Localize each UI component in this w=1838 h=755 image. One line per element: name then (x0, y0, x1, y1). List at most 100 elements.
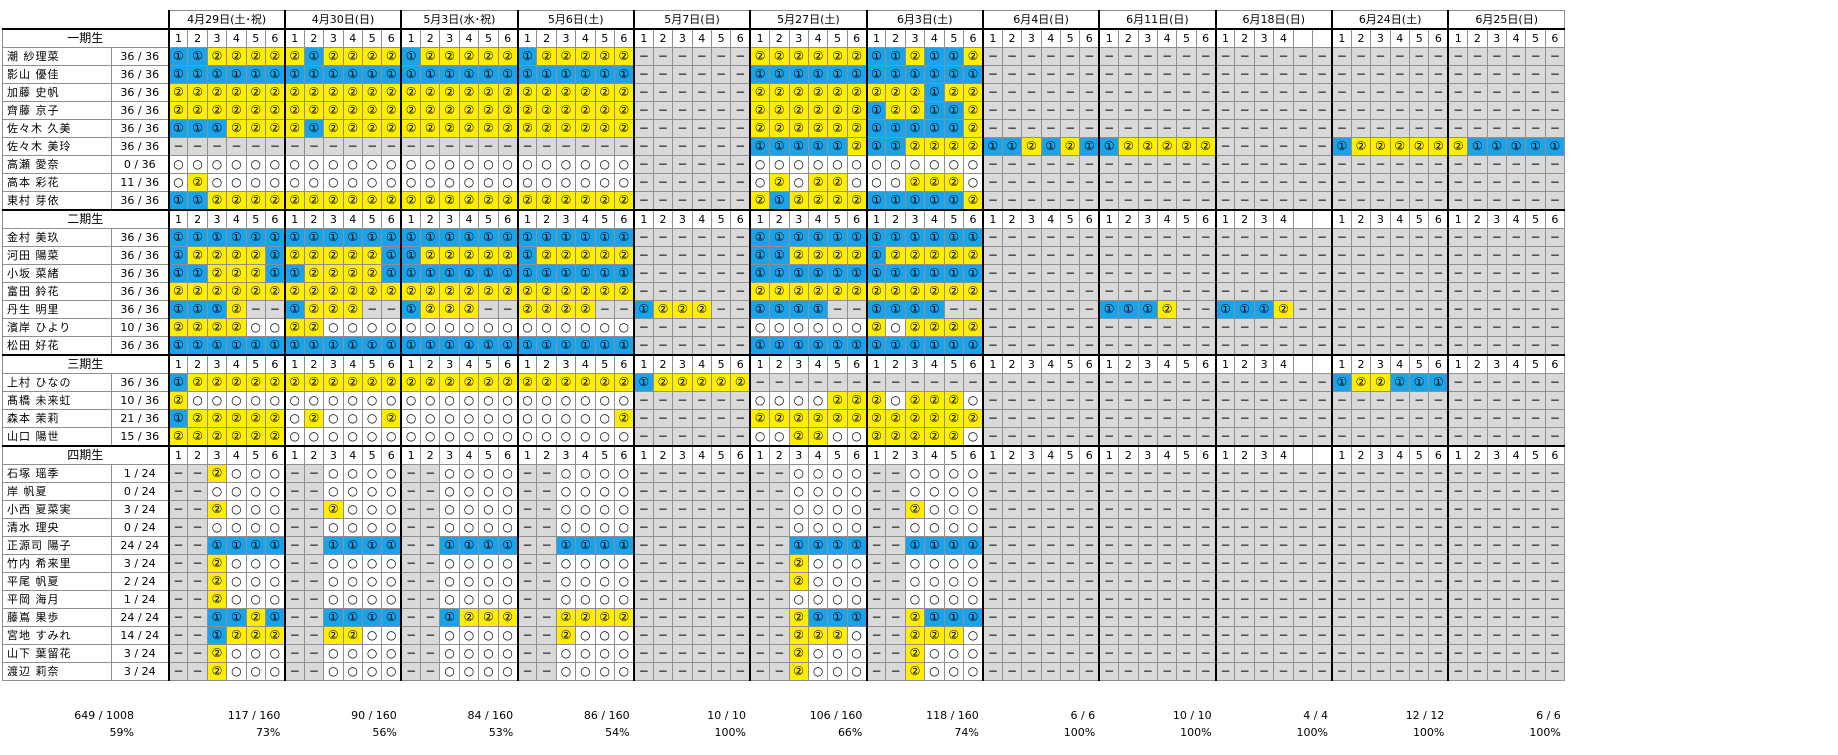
slot-cell[interactable]: − (1137, 155, 1158, 174)
slot-cell[interactable]: ② (420, 300, 441, 319)
slot-cell[interactable]: ② (788, 282, 809, 301)
slot-cell[interactable]: − (1176, 662, 1197, 681)
slot-cell[interactable]: ② (478, 119, 499, 138)
slot-cell[interactable]: ② (187, 373, 208, 392)
slot-cell[interactable]: − (1312, 191, 1333, 211)
slot-cell[interactable]: − (691, 464, 712, 483)
slot-cell[interactable]: ○ (439, 173, 460, 192)
slot-cell[interactable]: − (1176, 482, 1197, 501)
slot-cell[interactable]: − (1330, 427, 1352, 447)
slot-cell[interactable]: − (672, 644, 693, 663)
slot-cell[interactable]: − (1234, 137, 1255, 156)
slot-cell[interactable]: ② (575, 300, 596, 319)
slot-cell[interactable]: − (710, 101, 732, 120)
slot-cell[interactable]: − (1253, 662, 1275, 681)
slot-cell[interactable]: − (1370, 65, 1391, 84)
slot-cell[interactable]: − (1059, 626, 1081, 645)
slot-cell[interactable]: ② (303, 300, 325, 319)
slot-cell[interactable]: ② (788, 119, 809, 138)
slot-cell[interactable]: ○ (323, 518, 344, 537)
slot-cell[interactable]: − (730, 173, 751, 192)
slot-cell[interactable]: ② (458, 191, 480, 211)
slot-cell[interactable]: ② (167, 427, 189, 447)
slot-cell[interactable]: − (1040, 536, 1061, 555)
slot-cell[interactable]: − (710, 228, 732, 247)
slot-cell[interactable]: − (1408, 65, 1430, 84)
slot-cell[interactable]: ① (981, 137, 1003, 156)
slot-cell[interactable]: − (536, 644, 557, 663)
slot-cell[interactable]: − (1330, 83, 1352, 102)
slot-cell[interactable]: − (1098, 155, 1120, 174)
slot-cell[interactable]: − (1040, 191, 1061, 211)
slot-cell[interactable]: ① (1214, 300, 1236, 319)
slot-cell[interactable]: ○ (536, 427, 557, 447)
slot-cell[interactable]: ○ (226, 155, 247, 174)
slot-cell[interactable]: ② (846, 409, 868, 428)
slot-cell[interactable]: − (1408, 500, 1430, 519)
slot-cell[interactable]: − (420, 644, 441, 663)
slot-cell[interactable]: − (1544, 373, 1566, 392)
slot-cell[interactable]: ○ (361, 590, 383, 609)
slot-cell[interactable]: − (1059, 47, 1081, 66)
slot-cell[interactable]: − (1370, 427, 1391, 447)
slot-cell[interactable]: ○ (226, 590, 247, 609)
slot-cell[interactable]: ② (458, 47, 480, 66)
slot-cell[interactable]: ② (342, 101, 363, 120)
slot-cell[interactable]: − (1312, 409, 1333, 428)
slot-cell[interactable]: ② (245, 264, 266, 283)
slot-cell[interactable]: − (1486, 373, 1507, 392)
slot-cell[interactable]: − (1253, 590, 1275, 609)
slot-cell[interactable]: − (1098, 318, 1120, 337)
slot-cell[interactable]: − (187, 464, 208, 483)
slot-cell[interactable]: − (1467, 644, 1488, 663)
slot-cell[interactable]: ① (167, 300, 189, 319)
slot-cell[interactable]: − (1156, 464, 1178, 483)
slot-cell[interactable]: − (1312, 608, 1333, 627)
slot-cell[interactable]: − (1001, 318, 1023, 337)
slot-cell[interactable]: ① (167, 228, 189, 247)
slot-cell[interactable]: − (381, 300, 402, 319)
slot-cell[interactable]: ○ (555, 554, 577, 573)
slot-cell[interactable]: − (400, 572, 422, 591)
slot-cell[interactable]: ① (167, 191, 189, 211)
slot-cell[interactable]: − (1544, 554, 1566, 573)
slot-cell[interactable]: ② (1273, 300, 1294, 319)
slot-cell[interactable]: − (1408, 518, 1430, 537)
slot-cell[interactable]: − (1195, 300, 1217, 319)
slot-cell[interactable]: − (1350, 101, 1372, 120)
slot-cell[interactable]: − (1234, 500, 1255, 519)
slot-cell[interactable]: − (1059, 83, 1081, 102)
slot-cell[interactable]: ○ (400, 318, 422, 337)
slot-cell[interactable]: − (1505, 409, 1527, 428)
slot-cell[interactable]: − (1001, 246, 1023, 265)
slot-cell[interactable]: ○ (943, 554, 965, 573)
slot-cell[interactable]: − (1156, 373, 1178, 392)
slot-cell[interactable]: ○ (245, 318, 266, 337)
slot-cell[interactable]: − (1428, 572, 1449, 591)
slot-cell[interactable]: − (1021, 536, 1042, 555)
slot-cell[interactable]: − (1312, 590, 1333, 609)
slot-cell[interactable]: − (1312, 554, 1333, 573)
slot-cell[interactable]: − (1467, 173, 1488, 192)
slot-cell[interactable]: ① (904, 336, 926, 356)
slot-cell[interactable]: − (1176, 336, 1197, 356)
slot-cell[interactable]: ○ (458, 572, 480, 591)
slot-cell[interactable]: ○ (264, 590, 286, 609)
slot-cell[interactable]: ○ (963, 500, 984, 519)
slot-cell[interactable]: ② (516, 191, 538, 211)
slot-cell[interactable]: − (1525, 47, 1546, 66)
slot-cell[interactable]: ○ (943, 482, 965, 501)
slot-cell[interactable]: − (1040, 590, 1061, 609)
slot-cell[interactable]: − (1253, 155, 1275, 174)
slot-cell[interactable]: ① (516, 65, 538, 84)
slot-cell[interactable]: − (924, 373, 945, 392)
slot-cell[interactable]: ○ (439, 554, 460, 573)
slot-cell[interactable]: − (187, 482, 208, 501)
slot-cell[interactable]: − (672, 662, 693, 681)
slot-cell[interactable]: − (1505, 65, 1527, 84)
slot-cell[interactable]: − (632, 500, 654, 519)
slot-cell[interactable]: ① (536, 336, 557, 356)
slot-cell[interactable]: ① (187, 191, 208, 211)
slot-cell[interactable]: − (1505, 626, 1527, 645)
slot-cell[interactable]: − (1079, 536, 1100, 555)
